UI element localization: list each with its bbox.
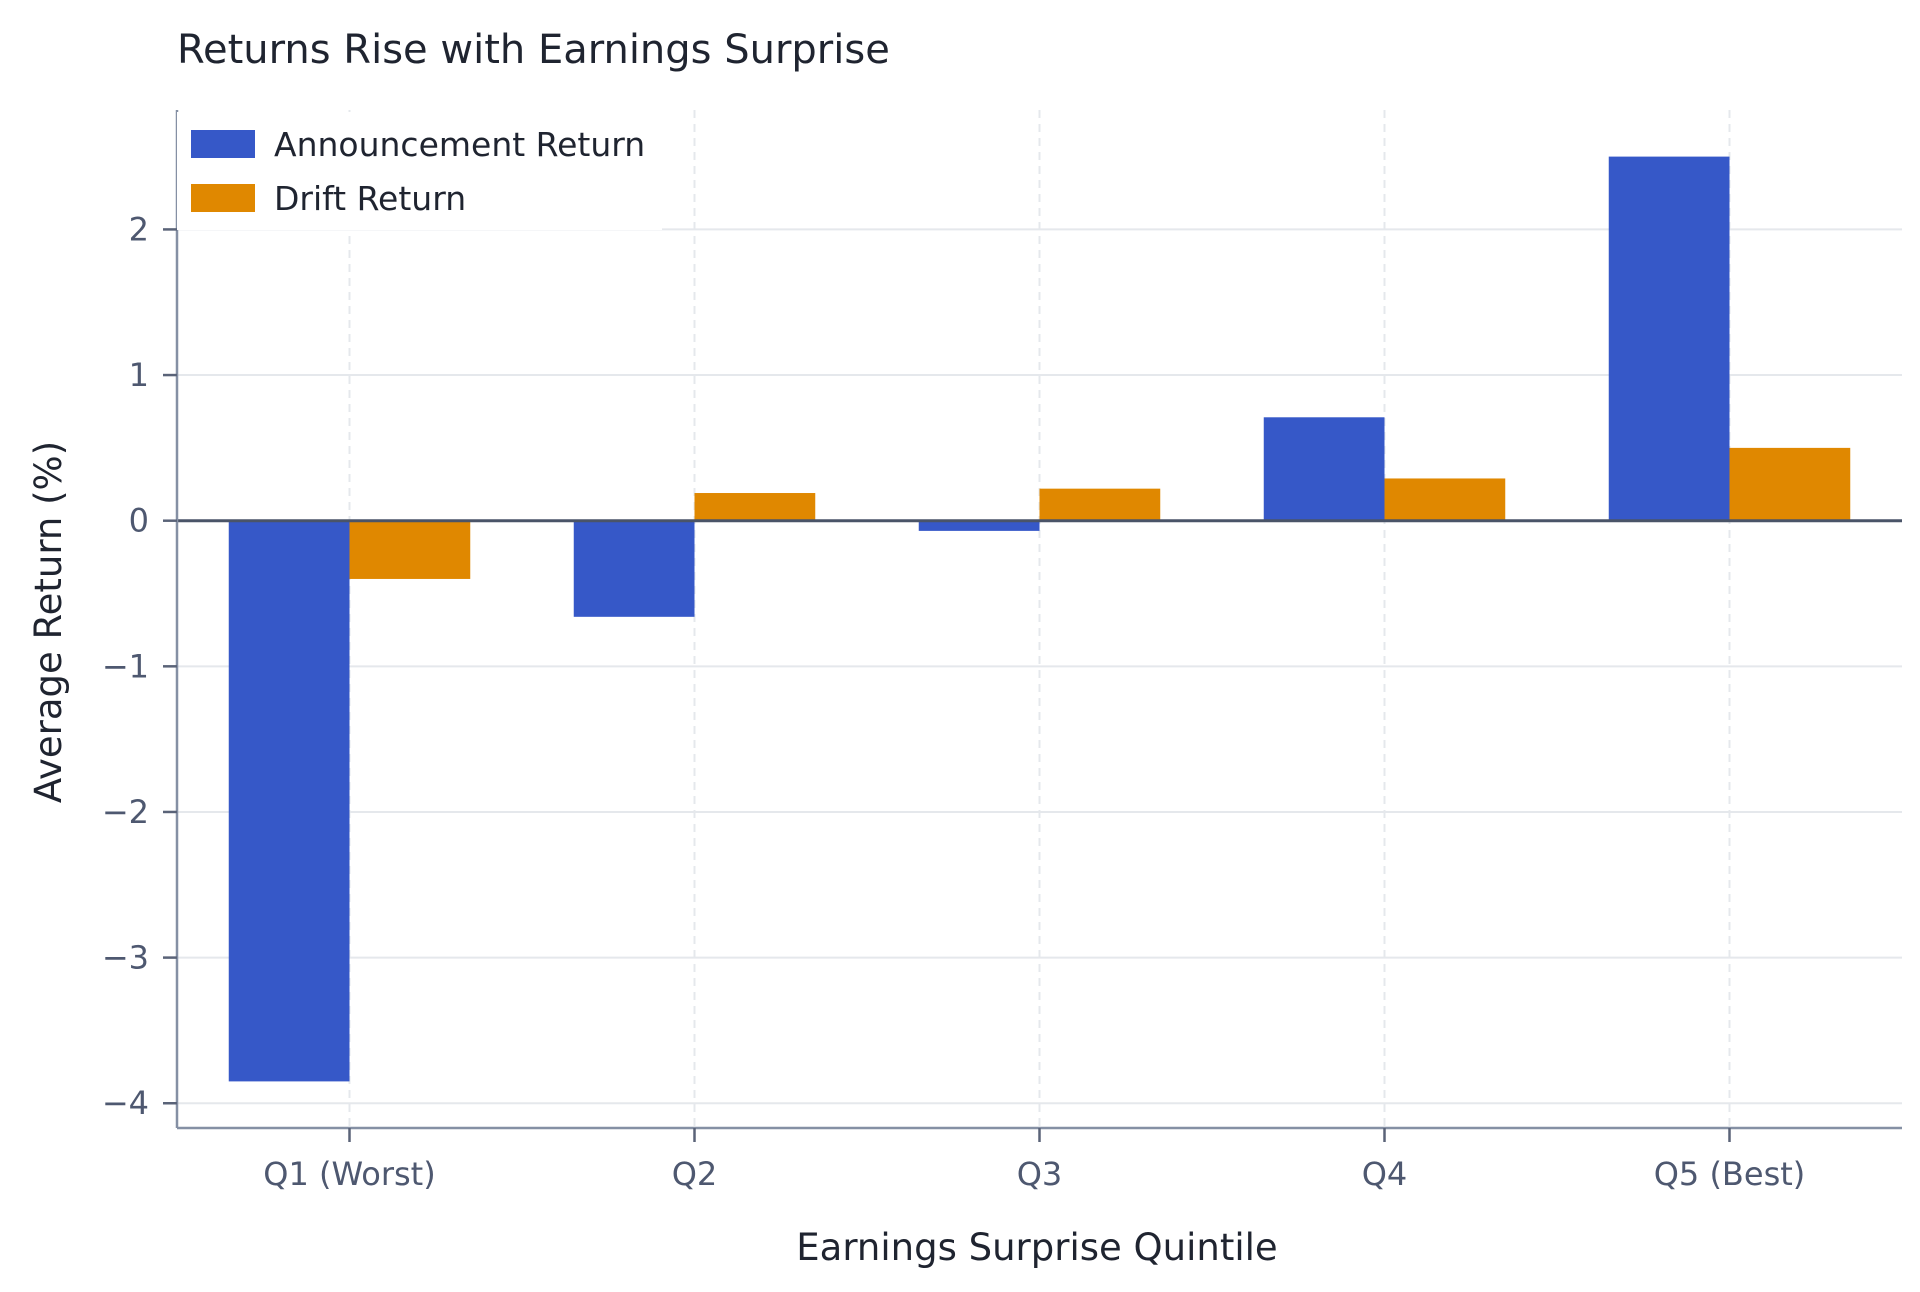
x-tick-label: Q1 (Worst) xyxy=(263,1155,435,1193)
bar-drift-5 xyxy=(1729,447,1851,521)
x-tick-label: Q3 xyxy=(1017,1155,1063,1193)
x-tick-label: Q4 xyxy=(1362,1155,1408,1193)
x-tick-label: Q2 xyxy=(672,1155,718,1193)
y-tick-label: 0 xyxy=(129,502,149,540)
legend-label-2: Drift Return xyxy=(274,179,466,218)
legend-swatch-1 xyxy=(191,130,255,158)
legend-background xyxy=(177,112,662,230)
x-axis-title: Earnings Surprise Quintile xyxy=(796,1226,1277,1269)
bar-announcement-5 xyxy=(1608,156,1730,521)
tick-labels: 2 1 0 −1 −2 −3 −4 Q1 (Worst) Q2 Q3 Q4 Q5 (Best) xyxy=(102,210,1805,1193)
y-tick-label: −3 xyxy=(102,939,149,977)
legend-label-1: Announcement Return xyxy=(274,125,645,164)
x-tick-label: Q5 (Best) xyxy=(1654,1155,1806,1193)
y-tick-label: −2 xyxy=(102,793,149,831)
axes xyxy=(163,110,1902,1142)
bar-announcement-3 xyxy=(918,520,1040,531)
y-tick-label: 2 xyxy=(129,210,149,248)
bar-announcement-1 xyxy=(228,520,350,1082)
legend-swatch-2 xyxy=(191,184,255,212)
y-tick-label: −4 xyxy=(102,1084,149,1122)
bar-drift-3 xyxy=(1039,488,1161,521)
bar-drift-1 xyxy=(349,520,471,579)
bars xyxy=(228,156,1851,1082)
bar-drift-2 xyxy=(694,493,816,521)
y-tick-label: 1 xyxy=(129,356,149,394)
y-tick-label: −1 xyxy=(102,647,149,685)
legend: Announcement Return Drift Return xyxy=(191,125,645,218)
y-axis-title: Average Return (%) xyxy=(27,441,70,803)
chart-title: Returns Rise with Earnings Surprise xyxy=(177,27,890,73)
bar-drift-4 xyxy=(1384,478,1506,521)
bar-announcement-4 xyxy=(1263,417,1385,521)
bar-announcement-2 xyxy=(573,520,695,617)
